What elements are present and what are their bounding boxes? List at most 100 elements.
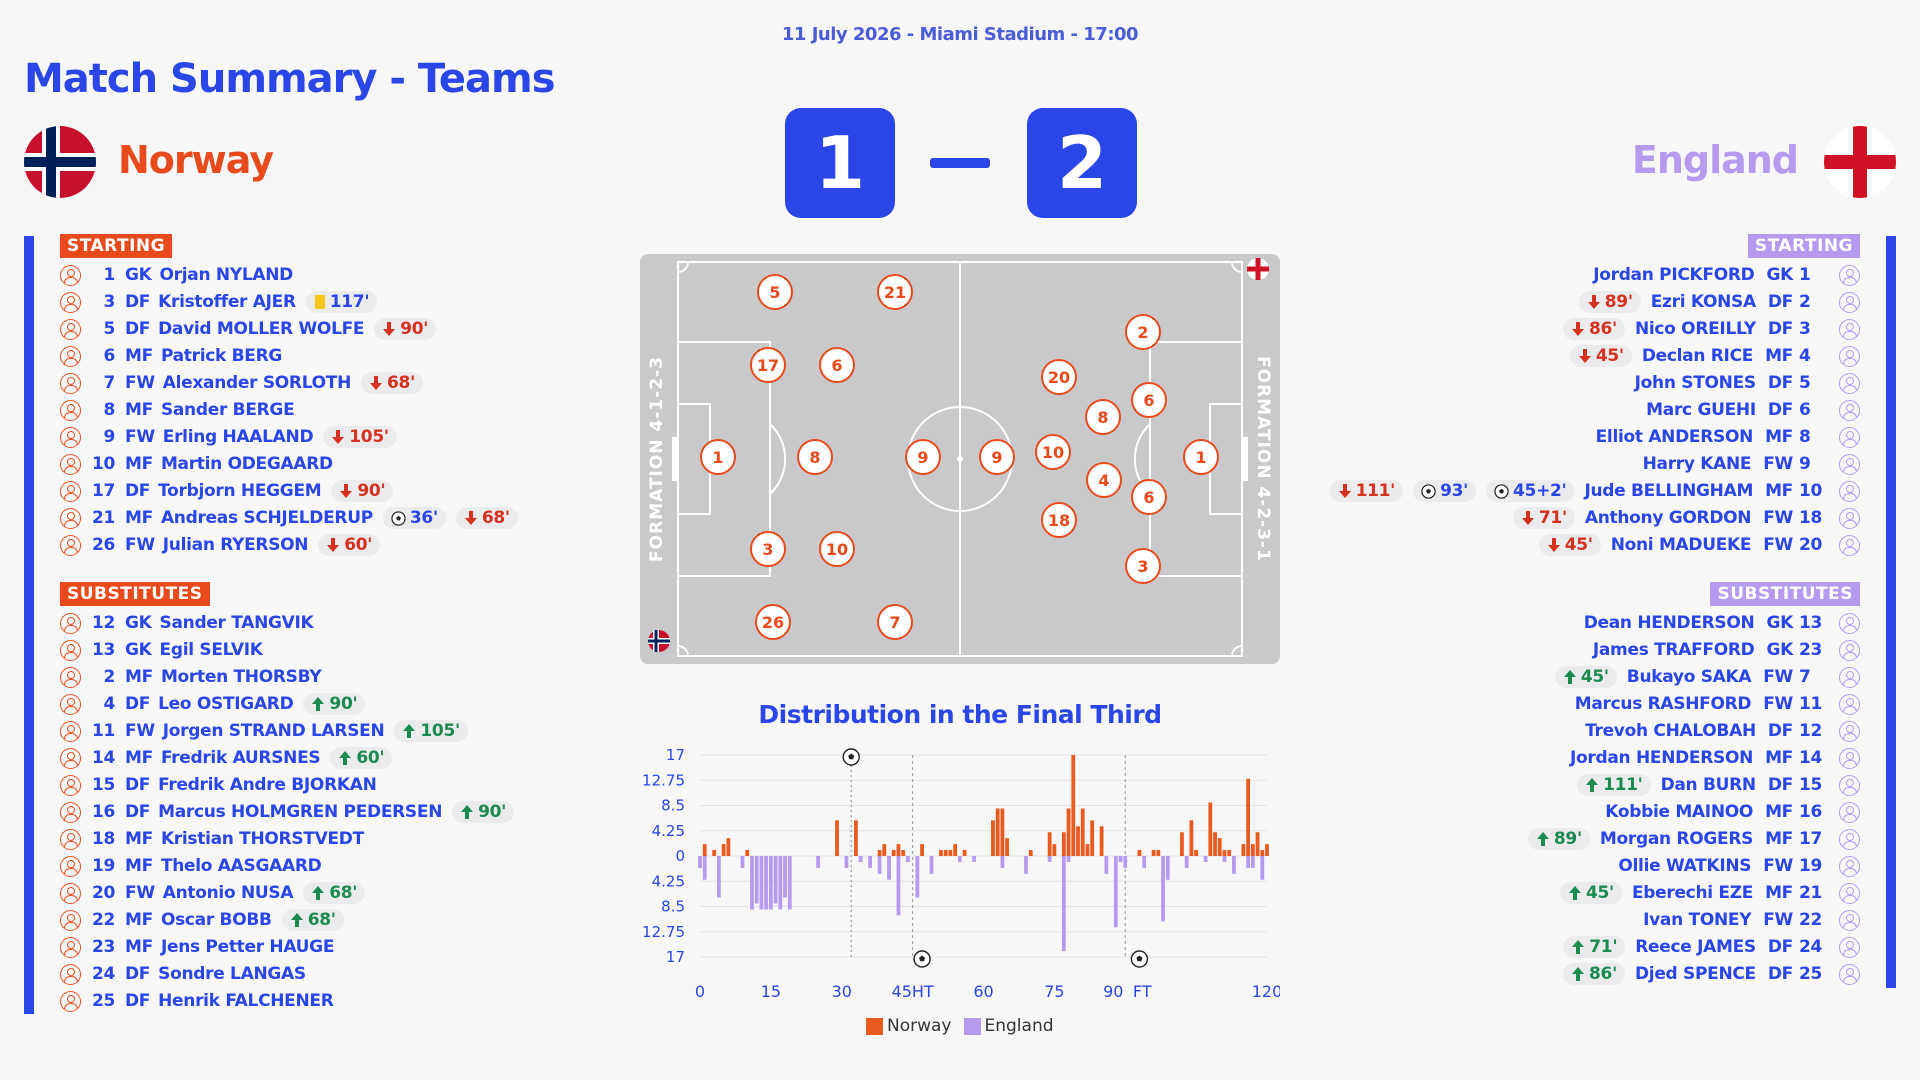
player-row[interactable]: 45' Noni MADUEKE FW 20 <box>1538 532 1860 558</box>
player-row[interactable]: 12 GK Sander TANGVIK <box>60 610 314 636</box>
player-row[interactable]: Marc GUEHI DF 6 <box>1646 397 1860 423</box>
england-bar <box>698 856 702 868</box>
player-row[interactable]: 26 FW Julian RYERSON 60' <box>60 532 381 558</box>
player-row[interactable]: 111' 93' 45+2' Jude BELLINGHAM MF 10 <box>1329 478 1860 504</box>
player-row[interactable]: Kobbie MAINOO MF 16 <box>1605 799 1860 825</box>
chart-title: Distribution in the Final Third <box>758 700 1162 729</box>
player-row[interactable]: 20 FW Antonio NUSA 68' <box>60 880 366 906</box>
player-row[interactable]: 45' Bukayo SAKA FW 7 <box>1554 664 1860 690</box>
player-row[interactable]: 86' Djed SPENCE DF 25 <box>1563 961 1860 987</box>
england-bar <box>750 856 754 910</box>
player-row[interactable]: Dean HENDERSON GK 13 <box>1584 610 1860 636</box>
player-position: DF <box>1767 964 1793 984</box>
player-row[interactable]: 86' Nico OREILLY DF 3 <box>1562 316 1860 342</box>
player-name: Julian RYERSON <box>162 535 309 555</box>
player-row[interactable]: 89' Morgan ROGERS MF 17 <box>1527 826 1860 852</box>
player-avatar-icon <box>60 534 81 556</box>
player-name: Declan RICE <box>1641 346 1754 366</box>
norway-bar <box>726 838 731 856</box>
player-row[interactable]: Jordan HENDERSON MF 14 <box>1570 745 1860 771</box>
player-row[interactable]: 71' Reece JAMES DF 24 <box>1563 934 1860 960</box>
player-row[interactable]: 17 DF Torbjorn HEGGEM 90' <box>60 478 394 504</box>
player-name: Antonio NUSA <box>162 883 294 903</box>
player-row[interactable]: 2 MF Morten THORSBY <box>60 664 322 690</box>
player-row[interactable]: Elliot ANDERSON MF 8 <box>1596 424 1860 450</box>
player-name: Kobbie MAINOO <box>1605 802 1754 822</box>
player-position: FW <box>1763 535 1793 555</box>
player-row[interactable]: 24 DF Sondre LANGAS <box>60 961 306 987</box>
event-up-badge: 90' <box>303 693 366 715</box>
norway-bar <box>1000 808 1005 856</box>
player-row[interactable]: 16 DF Marcus HOLMGREN PEDERSEN 90' <box>60 799 515 825</box>
event-time: 86' <box>1589 964 1617 984</box>
player-row[interactable]: 19 MF Thelo AASGAARD <box>60 853 322 879</box>
player-row[interactable]: John STONES DF 5 <box>1635 370 1860 396</box>
player-row[interactable]: 5 DF David MOLLER WOLFE 90' <box>60 316 437 342</box>
player-row[interactable]: 8 MF Sander BERGE <box>60 397 295 423</box>
player-row[interactable]: 15 DF Fredrik Andre BJORKAN <box>60 772 377 798</box>
norway-mini-flag-icon <box>648 630 670 652</box>
player-row[interactable]: Harry KANE FW 9 <box>1643 451 1860 477</box>
player-name: Egil SELVIK <box>159 640 263 660</box>
player-position: DF <box>125 964 151 984</box>
player-position: MF <box>1765 346 1793 366</box>
player-row[interactable]: 14 MF Fredrik AURSNES 60' <box>60 745 393 771</box>
player-avatar-icon <box>1839 480 1860 502</box>
event-up-badge: 90' <box>452 801 515 823</box>
player-row[interactable]: 45' Declan RICE MF 4 <box>1569 343 1860 369</box>
player-number: 5 <box>103 319 115 339</box>
player-avatar-icon <box>60 666 81 688</box>
player-name: James TRAFFORD <box>1592 640 1755 660</box>
player-row[interactable]: 3 DF Kristoffer AJER 117' <box>60 289 378 315</box>
player-row[interactable]: 10 MF Martin ODEGAARD <box>60 451 333 477</box>
player-row[interactable]: 71' Anthony GORDON FW 18 <box>1512 505 1860 531</box>
player-row[interactable]: 9 FW Erling HAALAND 105' <box>60 424 397 450</box>
sub-on-arrow-icon <box>461 805 474 819</box>
player-row[interactable]: 89' Ezri KONSA DF 2 <box>1578 289 1860 315</box>
player-row[interactable]: 22 MF Oscar BOBB 68' <box>60 907 344 933</box>
england-bar <box>816 856 821 868</box>
norway-flag-icon <box>24 126 96 198</box>
sub-off-arrow-icon <box>1571 322 1584 336</box>
player-row[interactable]: 11 FW Jorgen STRAND LARSEN 105' <box>60 718 468 744</box>
player-row[interactable]: 7 FW Alexander SORLOTH 68' <box>60 370 423 396</box>
corner-arc <box>1231 645 1243 657</box>
player-row[interactable]: 13 GK Egil SELVIK <box>60 637 263 663</box>
player-row[interactable]: 23 MF Jens Petter HAUGE <box>60 934 334 960</box>
player-row[interactable]: 6 MF Patrick BERG <box>60 343 282 369</box>
player-avatar-icon <box>60 480 81 502</box>
event-time: 68' <box>481 508 510 528</box>
player-row[interactable]: Jordan PICKFORD GK 1 <box>1593 262 1860 288</box>
player-row[interactable]: 4 DF Leo OSTIGARD 90' <box>60 691 366 717</box>
home-formation-label: FORMATION 4-1-2-3 <box>647 356 667 562</box>
match-date-line: 11 July 2026 - Miami Stadium - 17:00 <box>781 24 1139 45</box>
event-up-badge: 105' <box>394 720 468 742</box>
player-row[interactable]: 45' Eberechi EZE MF 21 <box>1559 880 1860 906</box>
england-bar <box>1260 856 1265 880</box>
event-time: 93' <box>1440 481 1469 501</box>
player-name: Dan BURN <box>1660 775 1757 795</box>
player-row[interactable]: Marcus RASHFORD FW 11 <box>1575 691 1860 717</box>
player-row[interactable]: 111' Dan BURN DF 15 <box>1577 772 1860 798</box>
player-row[interactable]: James TRAFFORD GK 23 <box>1593 637 1860 663</box>
player-avatar-icon <box>60 507 81 529</box>
event-down-badge: 71' <box>1512 507 1575 529</box>
player-name: Fredrik AURSNES <box>160 748 321 768</box>
y-tick-label: 8.5 <box>661 797 685 815</box>
player-position: MF <box>125 829 153 849</box>
player-row[interactable]: Ivan TONEY FW 22 <box>1643 907 1860 933</box>
player-number: 12 <box>1799 721 1823 741</box>
player-row[interactable]: 25 DF Henrik FALCHENER <box>60 988 334 1014</box>
player-row[interactable]: Trevoh CHALOBAH DF 12 <box>1585 718 1860 744</box>
england-bar <box>768 856 773 910</box>
england-bar <box>896 856 901 916</box>
pitch-player-marker <box>1085 399 1121 435</box>
player-avatar-icon <box>60 372 81 394</box>
player-row[interactable]: 18 MF Kristian THORSTVEDT <box>60 826 364 852</box>
player-name: Sondre LANGAS <box>158 964 306 984</box>
player-row[interactable]: Ollie WATKINS FW 19 <box>1618 853 1860 879</box>
player-row[interactable]: 21 MF Andreas SCHJELDERUP 36' 68' <box>60 505 518 531</box>
player-row[interactable]: 1 GK Orjan NYLAND <box>60 262 293 288</box>
sub-on-arrow-icon <box>1572 967 1585 981</box>
player-avatar-icon <box>60 720 81 742</box>
